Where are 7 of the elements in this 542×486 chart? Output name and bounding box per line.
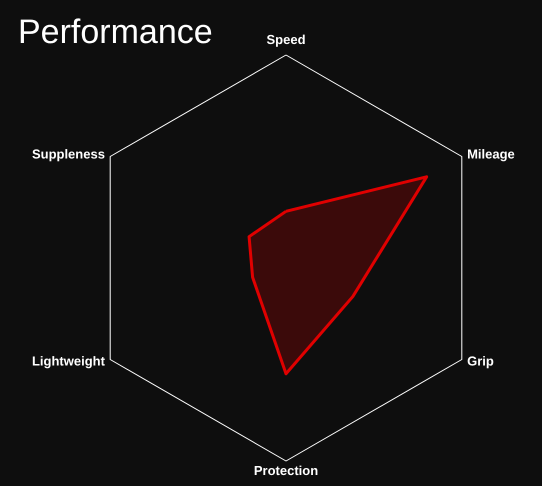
spoke-label: Speed: [266, 32, 306, 47]
spoke-label: Protection: [254, 463, 318, 478]
spoke-label: Suppleness: [32, 146, 105, 162]
spoke-label: Lightweight: [32, 354, 106, 369]
spoke-label: Mileage: [467, 146, 515, 162]
chart-title: Performance: [18, 13, 213, 51]
spoke-label: Grip: [467, 354, 494, 369]
